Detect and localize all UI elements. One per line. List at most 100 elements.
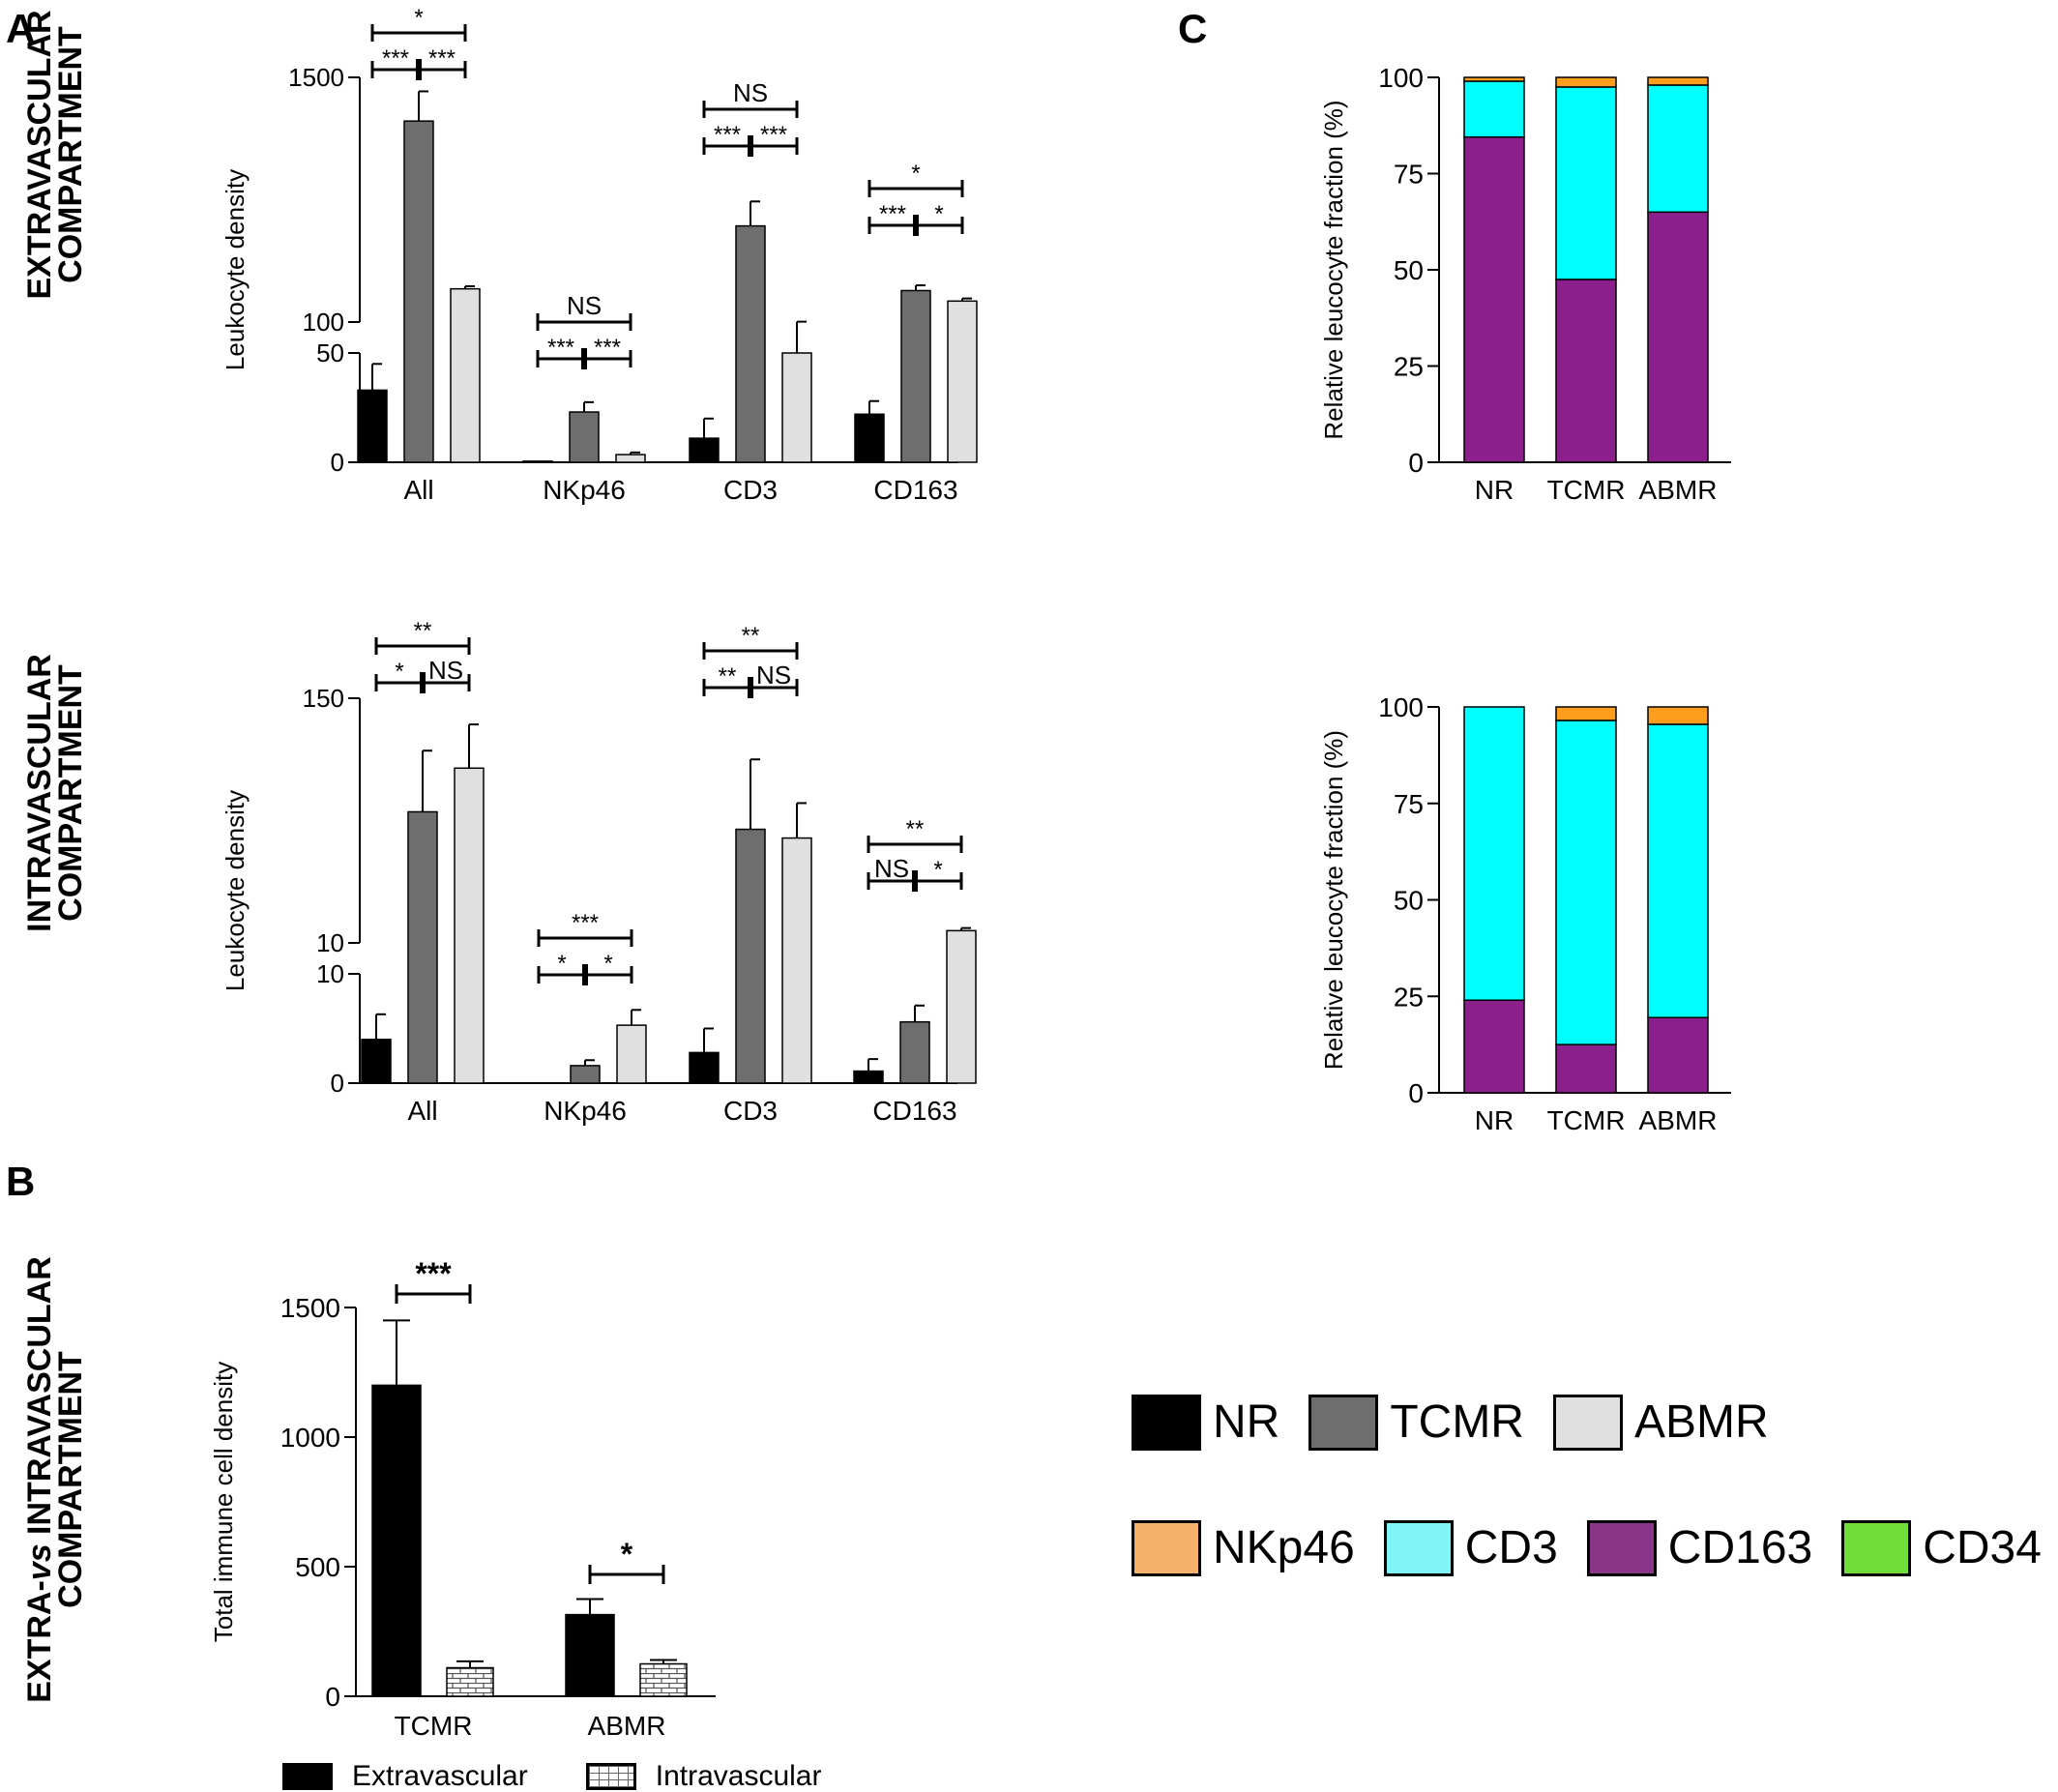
a-intra-sig-low-mid-CD3	[748, 677, 753, 698]
a-intra-ytick-label-upper-1: 150	[303, 684, 344, 713]
c-extra-segment-NKp46-TCMR	[1555, 76, 1617, 88]
legend-swatch-extravascular	[282, 1763, 333, 1790]
c-intra-segment-CD3-ABMR	[1647, 723, 1709, 1018]
a-intra-bar-NR-CD163	[853, 1070, 884, 1084]
c-extra-ytick-label-3: 75	[1394, 160, 1424, 190]
a-extra-xtick-label-All: All	[403, 475, 433, 505]
a-extra-sig-top-label-CD3: NS	[733, 78, 768, 107]
a-intra-bar-TCMR-CD163	[899, 1020, 930, 1084]
a-intra-ytick-label-lower-1: 10	[316, 959, 344, 988]
c-extra-ytick-label-1: 25	[1394, 352, 1424, 382]
a-intra-sig-top-label-CD163: **	[906, 816, 925, 842]
a-extra-sig-low-mid-CD3	[748, 135, 753, 157]
c-intra-segment-NKp46-ABMR	[1647, 706, 1709, 725]
c-extra-ytick-label-2: 50	[1394, 255, 1424, 285]
c-intra-ytick-label-2: 50	[1394, 886, 1424, 916]
a-intra-sig-left-label-CD3: **	[719, 663, 737, 690]
a-extra-ytick-label-upper-0: 100	[303, 308, 344, 337]
a-extra-sig-left-label-CD3: ***	[714, 122, 741, 148]
panel-label-a: A	[6, 6, 35, 51]
b-bar-Extravascular-TCMR	[371, 1384, 422, 1697]
c-extra-ytick-label-0: 0	[1408, 448, 1424, 478]
c-intra-segment-CD163-ABMR	[1647, 1016, 1709, 1094]
legend-compartment: Extravascular Intravascular	[282, 1762, 879, 1791]
a-extra-sig-right-label-CD3: ***	[760, 122, 787, 148]
b-sig-label-ABMR: *	[621, 1537, 633, 1572]
b-ytick-label-0: 0	[325, 1682, 340, 1712]
a-intra-ytick-label-lower-0: 0	[331, 1069, 344, 1098]
legend-label-intravascular: Intravascular	[655, 1760, 822, 1792]
c-intra-y-axis-label: Relative leucocyte fraction (%)	[1319, 730, 1348, 1070]
legend-item-extravascular: Extravascular	[282, 1762, 528, 1791]
a-extra-bar-TCMR-NKp46	[569, 411, 600, 463]
a-intra-bar-TCMR-NKp46	[570, 1065, 601, 1084]
row-title-comparison-part-a: EXTRA-	[21, 1580, 58, 1703]
a-extra-bar-TCMR-CD163	[900, 289, 931, 463]
a-extra-bar-ABMR-CD3	[781, 352, 812, 463]
b-ytick-label-1: 500	[295, 1552, 340, 1582]
legend-label-abmr: ABMR	[1633, 1396, 1769, 1448]
c-intra-segment-CD3-TCMR	[1555, 720, 1617, 1045]
a-extra-ytick-label-lower-1: 50	[316, 338, 344, 367]
a-intra-sig-left-label-All: *	[395, 659, 403, 685]
a-extra-sig-left-label-All: ***	[382, 45, 409, 72]
a-extra-bar-ABMR-CD163	[947, 300, 978, 463]
c-intra-xtick-label-ABMR: ABMR	[1639, 1105, 1718, 1135]
b-bar-Intravascular-ABMR	[639, 1662, 688, 1697]
b-bar-Intravascular-TCMR	[446, 1666, 494, 1697]
c-intra-xtick-label-TCMR: TCMR	[1547, 1105, 1626, 1135]
a-intra-y-axis-label: Leukocyte density	[220, 790, 250, 991]
legend-item-nr: NR	[1132, 1395, 1279, 1451]
a-intra-xtick-label-All: All	[407, 1096, 437, 1126]
a-intra-bar-ABMR-CD3	[781, 837, 812, 1084]
c-extra-segment-CD163-ABMR	[1647, 211, 1709, 463]
b-bar-Extravascular-ABMR	[565, 1613, 615, 1697]
a-extra-ytick-label-upper-1: 1500	[288, 63, 344, 92]
legend-label-nkp46: NKp46	[1213, 1522, 1355, 1573]
legend-item-cd34: CD34	[1841, 1520, 2042, 1576]
a-extra-sig-top-label-All: *	[414, 5, 423, 31]
a-extra-bar-NR-CD3	[689, 437, 720, 463]
b-sig-label-TCMR: ***	[415, 1256, 452, 1291]
a-intra-bar-ABMR-NKp46	[616, 1024, 647, 1084]
legend-label-cd34: CD34	[1923, 1522, 2042, 1573]
c-intra-ytick-label-3: 75	[1394, 789, 1424, 819]
a-extra-bar-ABMR-NKp46	[615, 454, 646, 463]
a-intra-bar-TCMR-All	[407, 810, 438, 1084]
b-xtick-label-TCMR: TCMR	[395, 1711, 473, 1741]
c-extra-xtick-label-ABMR: ABMR	[1639, 475, 1718, 505]
a-extra-ytick-label-lower-0: 0	[331, 448, 344, 477]
a-extra-bar-ABMR-All	[450, 287, 481, 463]
a-intra-bar-TCMR-CD3	[735, 828, 766, 1084]
a-intra-ytick-label-upper-0: 10	[316, 928, 344, 957]
a-extra-sig-low-mid-NKp46	[581, 348, 587, 369]
b-y-axis-label: Total immune cell density	[209, 1362, 238, 1642]
legend-swatch-intravascular	[585, 1763, 636, 1790]
legend-swatch-tcmr	[1308, 1395, 1379, 1451]
a-extra-bar-NR-CD163	[854, 413, 885, 463]
c-intra-ytick-label-4: 100	[1378, 692, 1424, 722]
legend-item-tcmr: TCMR	[1308, 1395, 1524, 1451]
row-title-intravascular-line1: INTRAVASCULAR	[21, 654, 58, 932]
legend-item-abmr: ABMR	[1552, 1395, 1769, 1451]
legend-swatch-nkp46	[1132, 1520, 1201, 1576]
a-intra-sig-right-label-NKp46: *	[603, 951, 612, 977]
c-extra-xtick-label-TCMR: TCMR	[1547, 475, 1626, 505]
legend-swatch-cd34	[1841, 1520, 1912, 1576]
c-intra-xtick-label-NR: NR	[1475, 1105, 1514, 1135]
a-intra-sig-top-label-All: **	[414, 618, 432, 644]
a-extra-sig-right-label-NKp46: ***	[594, 335, 621, 361]
a-extra-bar-NR-NKp46	[522, 460, 553, 463]
c-intra-segment-CD3-NR	[1463, 706, 1525, 1001]
a-intra-sig-right-label-CD163: *	[933, 857, 942, 883]
a-intra-bar-NR-CD3	[689, 1051, 720, 1084]
c-extra-segment-CD3-NR	[1463, 80, 1525, 138]
legend-item-cd163: CD163	[1586, 1520, 1812, 1576]
panel-label-c: C	[1178, 6, 1207, 51]
a-extra-xtick-label-CD3: CD3	[723, 475, 778, 505]
legend-groups: NR TCMR ABMR	[1132, 1395, 1798, 1451]
row-title-extravascular: EXTRAVASCULAR COMPARTMENT	[21, 10, 89, 299]
row-title-comparison-part-c: INTRAVASCULAR	[21, 1256, 58, 1543]
c-extra-segment-NKp46-NR	[1463, 76, 1525, 82]
legend-swatch-cd163	[1586, 1520, 1657, 1576]
